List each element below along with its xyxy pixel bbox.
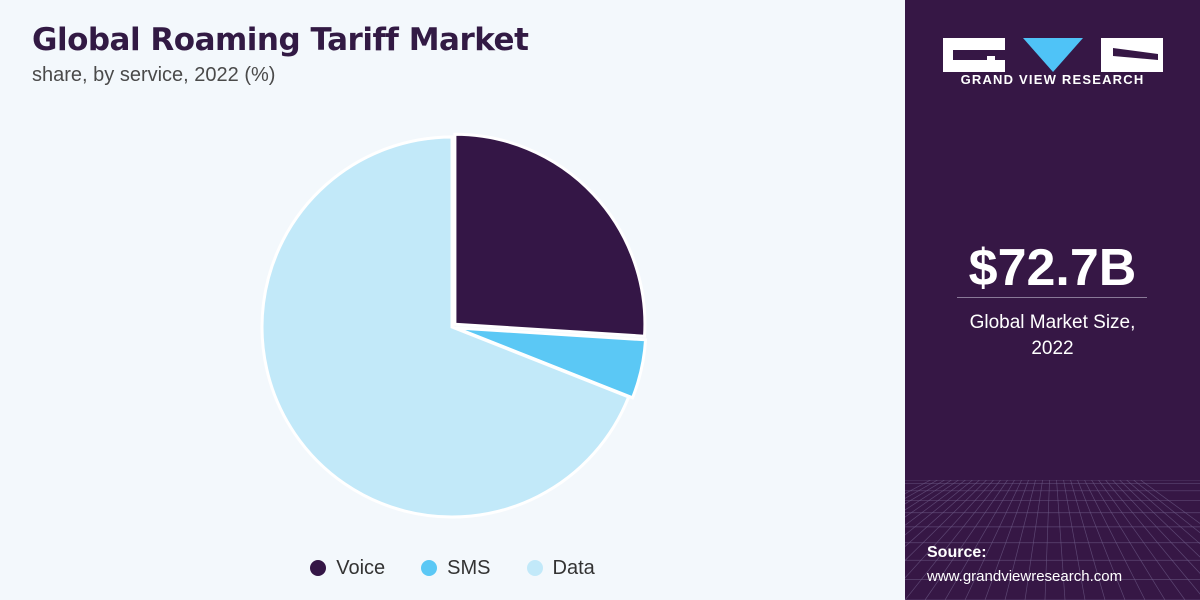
sidebar-panel: GRAND VIEW RESEARCH $72.7B Global Market…	[905, 0, 1200, 600]
divider	[957, 297, 1147, 298]
market-size-label-line1: Global Market Size,	[969, 312, 1136, 333]
pie-slice-sms	[455, 326, 648, 400]
pie-slice-voice	[453, 132, 647, 338]
legend-item-voice: Voice	[310, 557, 385, 580]
market-size-label-line2: 2022	[1031, 338, 1074, 359]
brand-name: GRAND VIEW RESEARCH	[960, 72, 1145, 87]
pie-chart	[260, 132, 648, 519]
legend: Voice SMS Data	[0, 555, 905, 581]
grand-view-research-logo	[943, 38, 1163, 72]
legend-swatch	[421, 560, 438, 576]
source-label: Source:	[927, 544, 987, 561]
chart-title: Global Roaming Tariff Market	[32, 22, 529, 58]
decorative-grid	[905, 480, 1200, 600]
pie-slice-data	[260, 135, 631, 519]
market-size-value: $72.7B	[968, 239, 1137, 297]
legend-label: SMS	[447, 556, 491, 579]
market-size-label: Global Market Size, 2022	[905, 310, 1200, 362]
chart-subtitle: share, by service, 2022 (%)	[32, 64, 276, 86]
legend-swatch	[310, 560, 327, 576]
source-url[interactable]: www.grandviewresearch.com	[927, 568, 1123, 585]
legend-label: Data	[552, 556, 595, 579]
legend-item-sms: SMS	[421, 556, 491, 580]
chart-area: Global Roaming Tariff Market share, by s…	[0, 22, 905, 581]
legend-label: Voice	[336, 556, 386, 579]
legend-item-data: Data	[526, 556, 595, 580]
legend-swatch	[526, 560, 543, 576]
